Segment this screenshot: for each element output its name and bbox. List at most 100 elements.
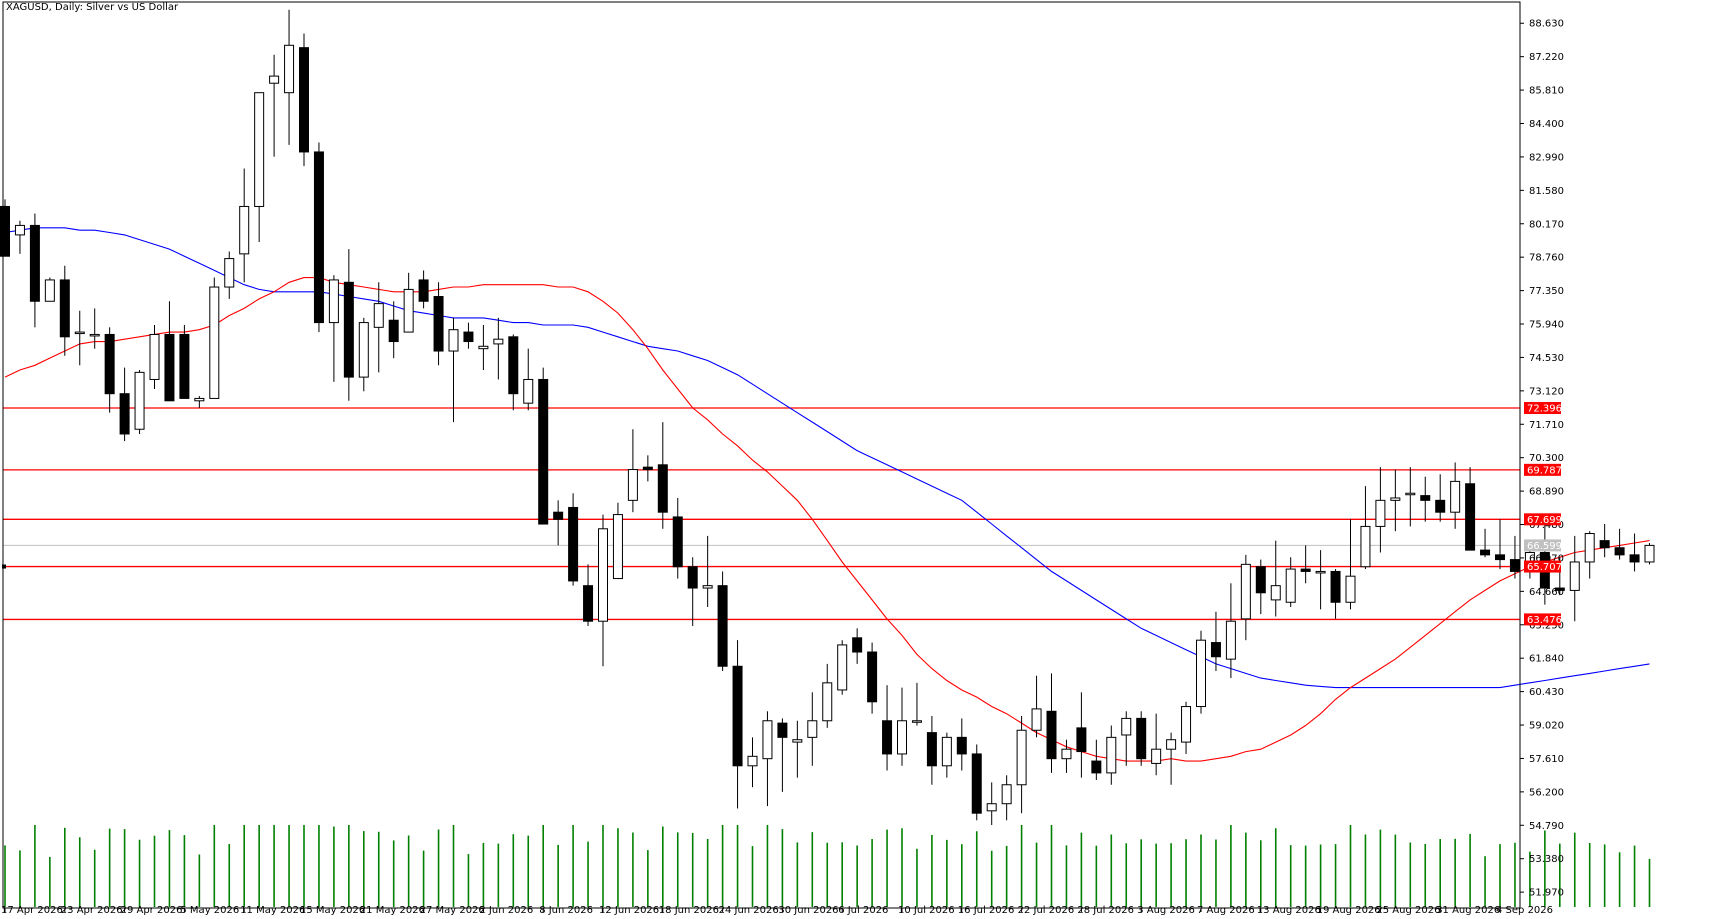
candle-body-bear: [538, 378, 549, 525]
candle-body-bull: [14, 224, 25, 236]
candle: [956, 718, 967, 771]
candle-body-bear: [463, 331, 474, 343]
candle-body-bull: [149, 333, 160, 380]
candle: [254, 92, 265, 243]
x-tick-label: 13 Aug 2026: [1257, 905, 1321, 915]
candle-body-bear: [971, 753, 982, 814]
x-tick-label: 18 Jun 2026: [659, 905, 719, 915]
y-tick-label: 70.300: [1529, 453, 1564, 464]
candle-body-bull: [627, 469, 638, 501]
candle-body-bear: [657, 464, 668, 513]
candle: [1240, 554, 1251, 641]
candle: [1405, 467, 1416, 527]
y-tick-label: 73.120: [1529, 386, 1564, 397]
candle: [1315, 550, 1326, 610]
candle: [627, 429, 638, 513]
candle: [1569, 535, 1580, 622]
candle-body-bull: [523, 378, 534, 404]
candle-body-bear: [1136, 717, 1147, 760]
y-tick-label: 80.170: [1529, 219, 1564, 230]
level-tag-label: 69.787: [1527, 465, 1562, 476]
candle: [1629, 533, 1640, 572]
volume-bars: [4, 825, 1651, 907]
candle: [1210, 611, 1221, 671]
candle-body-bear: [1614, 547, 1625, 556]
candle-body-bull: [284, 44, 295, 94]
candle: [1450, 462, 1461, 529]
bid-tag: [1524, 539, 1561, 552]
candle-body-bear: [1076, 727, 1087, 753]
price-tags: 72.396 69.787 67.699 65.707 63.476 66.599: [2, 402, 1562, 626]
candle-body-bull: [269, 75, 280, 84]
candle-body-bull: [1016, 729, 1027, 786]
candle: [1136, 711, 1147, 766]
level-tag: [1524, 513, 1561, 526]
candle: [59, 265, 70, 356]
y-tick-label: 74.530: [1529, 353, 1564, 364]
candle: [358, 317, 369, 392]
candle-body-bull: [1315, 570, 1326, 574]
candle-body-bull: [74, 331, 85, 335]
candle: [179, 324, 190, 399]
x-tick-label: 4 Sep 2026: [1496, 905, 1553, 915]
level-tag: [1524, 402, 1561, 415]
candle-body-bull: [1061, 748, 1072, 760]
candle-body-bull: [1569, 561, 1580, 591]
candle-body-bull: [1001, 784, 1012, 805]
candle: [1151, 713, 1162, 776]
candle-body-bear: [59, 279, 70, 338]
candle: [284, 9, 295, 145]
x-tick-label: 10 Jul 2026: [898, 905, 955, 915]
candle: [822, 663, 833, 728]
candle: [1106, 725, 1117, 785]
y-tick-label: 81.580: [1529, 186, 1564, 197]
candle: [1181, 701, 1192, 754]
candle-body-bear: [1599, 540, 1610, 549]
candle-body-bull: [224, 258, 235, 288]
candle-body-bull: [762, 720, 773, 760]
left-marker: [2, 564, 6, 569]
candle: [239, 168, 250, 283]
candle: [209, 277, 220, 399]
candle: [747, 737, 758, 788]
candle: [687, 557, 698, 626]
candle-body-bull: [1584, 533, 1595, 563]
x-tick-label: 3 Aug 2026: [1137, 905, 1195, 915]
candle-body-bear: [717, 585, 728, 667]
candle-body-bull: [403, 288, 414, 333]
candle-body-bear: [1046, 710, 1057, 760]
x-tick-label: 6 Jul 2026: [838, 905, 888, 915]
y-tick-label: 78.760: [1529, 253, 1564, 264]
candle: [717, 571, 728, 671]
candle: [732, 640, 743, 809]
candle-body-bear: [583, 585, 594, 622]
candle-body-bull: [89, 333, 100, 337]
candle: [1285, 557, 1296, 607]
candles: [0, 9, 1655, 826]
candle: [867, 642, 878, 714]
candle: [478, 324, 489, 370]
x-tick-label: 15 May 2026: [300, 905, 365, 915]
candle: [493, 317, 504, 380]
x-tick-label: 16 Jul 2026: [958, 905, 1015, 915]
candle-body-bull: [822, 682, 833, 722]
candle: [807, 692, 818, 766]
y-tick-label: 61.840: [1529, 654, 1564, 665]
axes: 88.630 87.220 85.810 84.400 82.990 81.580 80.1…: [1, 1, 1564, 916]
candle-body-bear: [433, 296, 444, 352]
candle: [164, 301, 175, 402]
candle-body-bear: [553, 511, 564, 520]
candle: [1584, 531, 1595, 579]
candle: [44, 277, 55, 302]
candle-body-bull: [1270, 585, 1281, 601]
candle-body-bear: [119, 393, 130, 435]
candle-body-bull: [194, 397, 205, 402]
candle: [1061, 739, 1072, 773]
candle-body-bull: [209, 286, 220, 399]
candle: [538, 367, 549, 525]
candle: [702, 535, 713, 607]
candle: [657, 422, 668, 529]
candle: [837, 640, 848, 695]
